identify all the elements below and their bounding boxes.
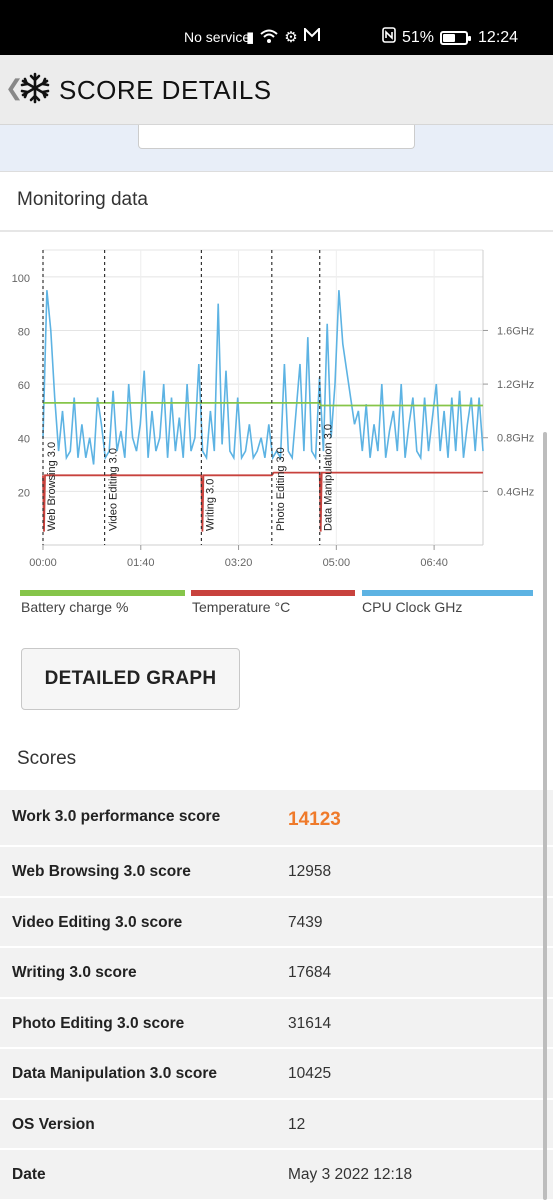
alert-icon: ▮ bbox=[246, 29, 255, 46]
legend-label-temperature: Temperature °C bbox=[192, 599, 291, 615]
table-row: Web Browsing 3.0 score 12958 bbox=[0, 847, 553, 898]
annotation-label: Data Manipulation 3.0 bbox=[323, 424, 335, 531]
score-label: Web Browsing 3.0 score bbox=[12, 863, 191, 880]
legend-label-cpu: CPU Clock GHz bbox=[362, 599, 463, 615]
right-tick-label: 1.2GHz bbox=[497, 379, 534, 391]
chevron-left-icon[interactable]: ❮ bbox=[5, 75, 24, 100]
nfc-icon bbox=[382, 27, 396, 48]
table-row: Work 3.0 performance score 14123 bbox=[0, 790, 553, 847]
monitoring-chart: 20 40 60 80 100 00:00 01:40 03:20 05:00 06:40 0.4G… bbox=[12, 249, 534, 569]
y-tick-label: 60 bbox=[18, 380, 30, 392]
card-stub bbox=[138, 125, 415, 149]
right-tick-label: 1.6GHz bbox=[497, 325, 534, 337]
detailed-graph-button[interactable]: DETAILED GRAPH bbox=[21, 648, 240, 710]
score-label: Date bbox=[12, 1166, 46, 1183]
score-value: 12958 bbox=[288, 863, 332, 880]
annotation-label: Writing 3.0 bbox=[204, 479, 216, 531]
battery-percent: 51% bbox=[402, 28, 435, 46]
table-row: Photo Editing 3.0 score 31614 bbox=[0, 998, 553, 1049]
x-tick-label: 03:20 bbox=[225, 557, 253, 569]
right-tick-label: 0.8GHz bbox=[497, 433, 534, 445]
page-title: SCORE DETAILS bbox=[59, 75, 272, 105]
annotation-label: Video Editing 3.0 bbox=[108, 448, 120, 531]
scores-title: Scores bbox=[17, 748, 77, 769]
app-header: ❮ SCORE DETAILS bbox=[0, 55, 553, 125]
score-value: 31614 bbox=[288, 1014, 332, 1032]
table-row: OS Version 12 bbox=[0, 1099, 553, 1150]
divider bbox=[0, 230, 553, 232]
status-icons: ▮ ⚙ bbox=[246, 26, 320, 48]
y-tick-label: 80 bbox=[18, 326, 30, 338]
status-bar: No service ▮ ⚙ 51% 12:24 bbox=[0, 0, 553, 55]
annotation-label: Web Browsing 3.0 bbox=[46, 442, 58, 531]
legend-swatch-battery bbox=[20, 590, 185, 596]
score-label: Photo Editing 3.0 score bbox=[12, 1014, 185, 1032]
y-tick-label: 40 bbox=[18, 434, 30, 446]
table-row: Data Manipulation 3.0 score 10425 bbox=[0, 1049, 553, 1100]
cpu-clock-line bbox=[42, 290, 484, 465]
y-tick-label: 20 bbox=[18, 487, 30, 499]
monitoring-title: Monitoring data bbox=[17, 189, 148, 210]
x-tick-label: 00:00 bbox=[29, 557, 57, 569]
table-row: Writing 3.0 score 17684 bbox=[0, 948, 553, 999]
wifi-icon bbox=[260, 28, 278, 48]
score-value: May 3 2022 12:18 bbox=[288, 1166, 413, 1183]
status-right: 51% 12:24 bbox=[382, 27, 518, 48]
score-value: 14123 bbox=[288, 809, 341, 830]
x-tick-label: 05:00 bbox=[323, 557, 351, 569]
y-tick-label: 100 bbox=[12, 273, 30, 285]
right-tick-label: 0.4GHz bbox=[497, 486, 534, 498]
score-label: Data Manipulation 3.0 score bbox=[12, 1065, 217, 1082]
score-value: 10425 bbox=[288, 1065, 332, 1082]
table-row: Date May 3 2022 12:18 bbox=[0, 1150, 553, 1201]
battery-icon bbox=[440, 30, 472, 45]
clock: 12:24 bbox=[478, 28, 519, 46]
x-tick-label: 06:40 bbox=[420, 557, 448, 569]
score-label: Video Editing 3.0 score bbox=[12, 913, 183, 931]
scrollbar[interactable] bbox=[543, 432, 547, 1200]
top-band bbox=[0, 125, 553, 171]
score-label: Work 3.0 performance score bbox=[12, 808, 221, 825]
mail-icon bbox=[303, 26, 320, 48]
snowflake-icon[interactable] bbox=[18, 71, 52, 105]
legend-swatch-cpu bbox=[362, 590, 533, 596]
legend-label-battery: Battery charge % bbox=[21, 599, 129, 615]
annotation-label: Photo Editing 3.0 bbox=[275, 447, 287, 531]
score-label: OS Version bbox=[12, 1115, 95, 1133]
scores-table: Work 3.0 performance score 14123 Web Brows… bbox=[0, 790, 553, 1201]
x-tick-label: 01:40 bbox=[127, 557, 155, 569]
legend-swatch-temperature bbox=[191, 590, 355, 596]
score-value: 7439 bbox=[288, 913, 323, 931]
battery-line bbox=[43, 402, 483, 407]
table-row: Video Editing 3.0 score 7439 bbox=[0, 897, 553, 948]
score-label: Writing 3.0 score bbox=[12, 964, 137, 981]
temperature-line bbox=[42, 471, 483, 532]
carrier-text: No service bbox=[184, 29, 251, 45]
score-value: 17684 bbox=[288, 964, 332, 981]
score-value: 12 bbox=[288, 1115, 306, 1133]
gear-icon: ⚙ bbox=[284, 29, 298, 46]
